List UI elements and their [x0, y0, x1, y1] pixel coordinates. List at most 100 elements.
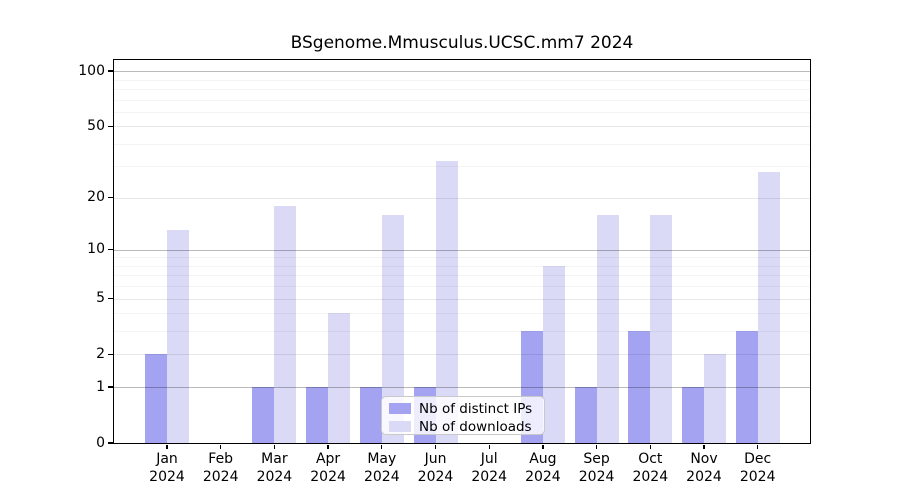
- x-tick-year: 2024: [525, 468, 561, 485]
- legend-label-downloads: Nb of downloads: [419, 418, 532, 435]
- bar-distinct-ips-may: [359, 387, 382, 443]
- legend-item-distinct-ips: Nb of distinct IPs: [389, 400, 544, 417]
- bar-distinct-ips-jan: [145, 354, 167, 443]
- x-tick-month: Feb: [208, 451, 234, 467]
- plot-area: 0 1 2 5 10 20 50 100 Jan 2024 Feb 2024 Mar 2024 Apr 202…: [78, 60, 810, 485]
- bar-distinct-ips-sep: [574, 387, 597, 443]
- x-tick-mark: [703, 444, 705, 449]
- x-tick-month: Mar: [261, 451, 288, 467]
- x-tick-mark: [434, 444, 437, 449]
- legend-item-downloads: Nb of downloads: [389, 418, 544, 435]
- y-tick-mark: [108, 125, 113, 127]
- x-tick-year: 2024: [202, 468, 239, 485]
- x-tick-year: 2024: [739, 468, 776, 485]
- minor-gridline: [114, 166, 810, 168]
- x-tick-label: Jan 2024: [135, 451, 199, 486]
- y-tick-label: 20: [87, 189, 105, 206]
- bar-downloads-apr: [328, 313, 351, 443]
- bar-downloads-dec: [757, 171, 780, 443]
- minor-gridline: [114, 99, 810, 101]
- legend-swatch-distinct-ips: [389, 403, 411, 414]
- x-tick-label: Jul 2024: [457, 451, 521, 486]
- y-tick-label: 5: [96, 290, 105, 307]
- legend: Nb of distinct IPs Nb of downloads: [381, 396, 545, 435]
- x-tick-label: Oct 2024: [618, 451, 682, 486]
- x-tick-label: Apr 2024: [296, 451, 360, 486]
- x-tick-year: 2024: [149, 468, 185, 485]
- bar-downloads-sep: [596, 214, 619, 443]
- x-tick-label: Feb 2024: [189, 451, 253, 486]
- y-tick-mark: [108, 386, 113, 388]
- bar-downloads-jan: [167, 230, 189, 443]
- y-tick-mark: [108, 249, 113, 251]
- x-tick-label: Mar 2024: [242, 451, 306, 486]
- decade-gridline: [114, 387, 810, 389]
- y-tick-mark: [108, 353, 113, 356]
- x-tick-label: May 2024: [350, 451, 414, 486]
- decade-gridline: [114, 249, 810, 251]
- minor-gridline: [114, 275, 810, 277]
- chart-title: BSgenome.Mmusculus.UCSC.mm7 2024: [290, 33, 634, 53]
- minor-gridline: [114, 143, 810, 145]
- minor-gridline: [114, 111, 810, 113]
- y-tick-label: 50: [87, 117, 105, 134]
- bar-distinct-ips-oct: [628, 331, 651, 443]
- minor-gridline: [114, 88, 810, 90]
- x-tick-month: Jun: [424, 451, 447, 467]
- x-tick-mark: [542, 444, 544, 449]
- bar-downloads-jun: [435, 161, 458, 443]
- major-gridline: [114, 197, 810, 199]
- x-tick-year: 2024: [363, 468, 400, 485]
- x-tick-mark: [166, 444, 168, 449]
- minor-gridline: [114, 313, 810, 315]
- y-tick-label: 10: [87, 241, 105, 258]
- bar-downloads-mar: [274, 205, 297, 443]
- major-gridline: [114, 126, 810, 128]
- x-tick-month: Nov: [690, 451, 718, 467]
- x-tick-year: 2024: [417, 468, 454, 485]
- x-tick-month: Jan: [156, 451, 178, 467]
- y-tick-label: 1: [96, 378, 105, 395]
- bar-downloads-oct: [650, 214, 673, 443]
- x-tick-month: Apr: [315, 451, 341, 467]
- x-tick-month: Dec: [744, 451, 772, 467]
- x-tick-year: 2024: [310, 468, 346, 485]
- x-tick-mark: [273, 444, 276, 449]
- x-tick-month: Oct: [638, 451, 663, 467]
- x-tick-year: 2024: [632, 468, 669, 485]
- major-gridline: [114, 354, 810, 356]
- y-tick-mark: [108, 442, 113, 444]
- legend-label-distinct-ips: Nb of distinct IPs: [419, 400, 533, 417]
- minor-gridline: [114, 79, 810, 81]
- bar-distinct-ips-mar: [252, 387, 275, 443]
- y-tick-label: 2: [96, 345, 105, 362]
- x-tick-month: Sep: [583, 451, 610, 467]
- x-tick-month: Aug: [529, 451, 557, 467]
- minor-gridline: [114, 331, 810, 333]
- bar-distinct-ips-apr: [306, 387, 329, 443]
- y-tick-mark: [108, 297, 113, 300]
- x-tick-year: 2024: [578, 468, 615, 485]
- y-tick-label: 0: [96, 434, 105, 451]
- x-tick-mark: [220, 444, 222, 449]
- x-tick-mark: [381, 444, 383, 449]
- bar-distinct-ips-nov: [682, 387, 704, 443]
- bar-downloads-nov: [704, 354, 726, 443]
- minor-gridline: [114, 257, 810, 259]
- minor-gridline: [114, 265, 810, 267]
- x-tick-label: Jun 2024: [404, 451, 468, 486]
- x-tick-mark: [327, 444, 329, 449]
- major-gridline: [114, 298, 810, 300]
- y-tick-mark: [108, 197, 113, 199]
- legend-swatch-downloads: [389, 421, 411, 432]
- x-tick-year: 2024: [471, 468, 507, 485]
- x-tick-month: May: [367, 451, 397, 467]
- x-tick-mark: [649, 444, 651, 449]
- x-tick-label: Dec 2024: [726, 451, 790, 486]
- bar-downloads-aug: [542, 265, 565, 443]
- bar-downloads-may: [381, 214, 404, 443]
- decade-gridline: [114, 71, 810, 73]
- x-tick-year: 2024: [256, 468, 293, 485]
- x-tick-mark: [595, 444, 598, 449]
